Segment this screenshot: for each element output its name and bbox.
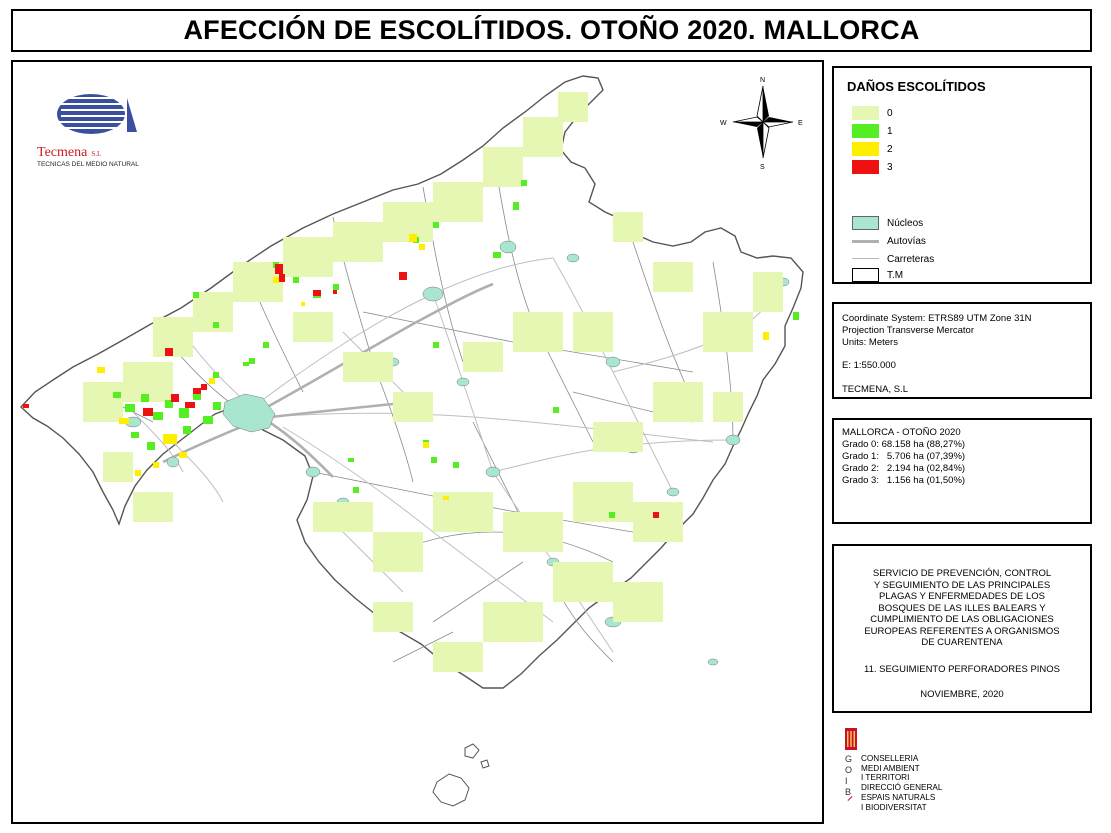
service-line: DE CUARENTENA xyxy=(921,637,1003,648)
service-description: SERVICIO DE PREVENCIÓN, CONTROL Y SEGUIM… xyxy=(844,568,1080,649)
legend-swatch xyxy=(852,106,879,120)
map-canvas[interactable]: Tecmena S.L TECNICAS DEL MEDIO NATURAL N … xyxy=(13,62,822,822)
logo-text: CONSELLERIA MEDI AMBIENT I TERRITORI DIR… xyxy=(861,754,942,812)
compass-w: W xyxy=(720,120,727,127)
govern-illes-balears-logo: G O I B CONSELLERIA MEDI AMBIENT I TERRI… xyxy=(845,728,955,818)
legend-item-grade-2: 2 xyxy=(852,142,893,156)
map-title: AFECCIÓN DE ESCOLÍTIDOS. OTOÑO 2020. MAL… xyxy=(183,15,920,45)
logo-letter: B xyxy=(845,787,852,797)
compass-rose: N S E W xyxy=(720,77,803,171)
legend-label: Autovías xyxy=(887,235,926,247)
coordinate-system: Coordinate System: ETRS89 UTM Zone 31N xyxy=(842,313,1032,324)
compass-s: S xyxy=(760,164,765,171)
service-line: CUMPLIMIENTO DE LAS OBLIGACIONES xyxy=(870,614,1054,625)
legend-swatch xyxy=(852,160,879,174)
govt-emblem-icon xyxy=(845,728,857,750)
legend-label: 3 xyxy=(887,161,893,173)
islet-small xyxy=(480,759,490,769)
legend-item-grade-3: 3 xyxy=(852,160,893,174)
legend-item-grade-0: 0 xyxy=(852,106,893,120)
service-line: BOSQUES DE LAS ILLES BALEARS Y xyxy=(878,602,1046,614)
legend-item-carreteras: Carreteras xyxy=(852,252,934,266)
legend-title: DAÑOS ESCOLÍTIDOS xyxy=(847,79,986,94)
logo-line: MEDI AMBIENT xyxy=(861,763,920,773)
service-line: Y SEGUIMIENTO DE LAS PRINCIPALES xyxy=(873,579,1051,591)
damage-grade-3 xyxy=(23,264,659,518)
stats-row-0: Grado 0: 68.158 ha (88,27%) xyxy=(842,439,966,450)
legend-label: T.M xyxy=(887,269,904,281)
units: Units: Meters xyxy=(842,337,898,348)
legend-label: Núcleos xyxy=(887,217,924,229)
stats-row-2: Grado 2: 2.194 ha (02,84%) xyxy=(842,463,966,474)
service-section: 11. SEGUIMIENTO PERFORADORES PINOS xyxy=(863,664,1061,675)
damage-grade-2 xyxy=(97,234,769,500)
statistics-panel: MALLORCA - OTOÑO 2020 Grado 0: 68.158 ha… xyxy=(832,418,1092,524)
logo-line: I BIODIVERSITAT xyxy=(861,802,927,812)
island-cabrera xyxy=(432,773,470,807)
logo-line: I TERRITORI xyxy=(861,773,910,783)
title-box: AFECCIÓN DE ESCOLÍTIDOS. OTOÑO 2020. MAL… xyxy=(11,9,1092,52)
logo-letter: G xyxy=(845,754,853,764)
company-logo xyxy=(57,94,137,134)
legend-swatch xyxy=(852,268,879,282)
legend-item-nucleos: Núcleos xyxy=(852,216,923,230)
service-date: NOVIEMBRE, 2020 xyxy=(920,689,1004,700)
legend-item-autovias: Autovías xyxy=(852,234,926,248)
logo-letter: I xyxy=(845,776,848,786)
stats-title: MALLORCA - OTOÑO 2020 xyxy=(842,427,961,438)
logo-letter: O xyxy=(845,765,853,775)
legend-panel: DAÑOS ESCOLÍTIDOS 0 1 2 3 Núcleos Autoví… xyxy=(832,66,1092,284)
service-line: SERVICIO DE PREVENCIÓN, CONTROL xyxy=(872,568,1052,579)
legend-label: 0 xyxy=(887,107,893,119)
legend-item-grade-1: 1 xyxy=(852,124,893,138)
legend-label: Carreteras xyxy=(887,253,935,265)
service-line: PLAGAS Y ENFERMEDADES DE LOS xyxy=(879,591,1045,602)
logo-line: CONSELLERIA xyxy=(861,754,919,763)
scale: E: 1:550.000 xyxy=(842,360,896,371)
projection: Projection Transverse Mercator xyxy=(842,325,974,336)
damage-grade-0 xyxy=(83,92,783,672)
legend-swatch xyxy=(852,216,879,230)
compass-e: E xyxy=(798,120,803,127)
compass-n: N xyxy=(760,77,765,84)
logo-line: ESPAIS NATURALS xyxy=(861,792,936,802)
stats-row-1: Grado 1: 5.706 ha (07,39%) xyxy=(842,451,966,462)
legend-swatch xyxy=(852,234,879,248)
stats-row-3: Grado 3: 1.156 ha (01,50%) xyxy=(842,475,966,486)
company-tagline: TECNICAS DEL MEDIO NATURAL xyxy=(37,161,139,168)
islet-conillera xyxy=(464,743,480,759)
legend-label: 2 xyxy=(887,143,893,155)
service-line: EUROPEAS REFERENTES A ORGANISMOS xyxy=(864,625,1060,637)
author: TECMENA, S.L xyxy=(842,384,908,395)
company-name: Tecmena S.L xyxy=(37,145,101,160)
legend-item-tm: T.M xyxy=(852,268,903,282)
logo-line: DIRECCIÓ GENERAL xyxy=(861,783,943,793)
service-panel: SERVICIO DE PREVENCIÓN, CONTROL Y SEGUIM… xyxy=(832,544,1092,713)
legend-swatch xyxy=(852,252,879,266)
map-frame[interactable]: Tecmena S.L TECNICAS DEL MEDIO NATURAL N … xyxy=(11,60,824,824)
legend-swatch xyxy=(852,142,879,156)
legend-swatch xyxy=(852,124,879,138)
legend-label: 1 xyxy=(887,125,893,137)
coordinate-panel: Coordinate System: ETRS89 UTM Zone 31N P… xyxy=(832,302,1092,399)
